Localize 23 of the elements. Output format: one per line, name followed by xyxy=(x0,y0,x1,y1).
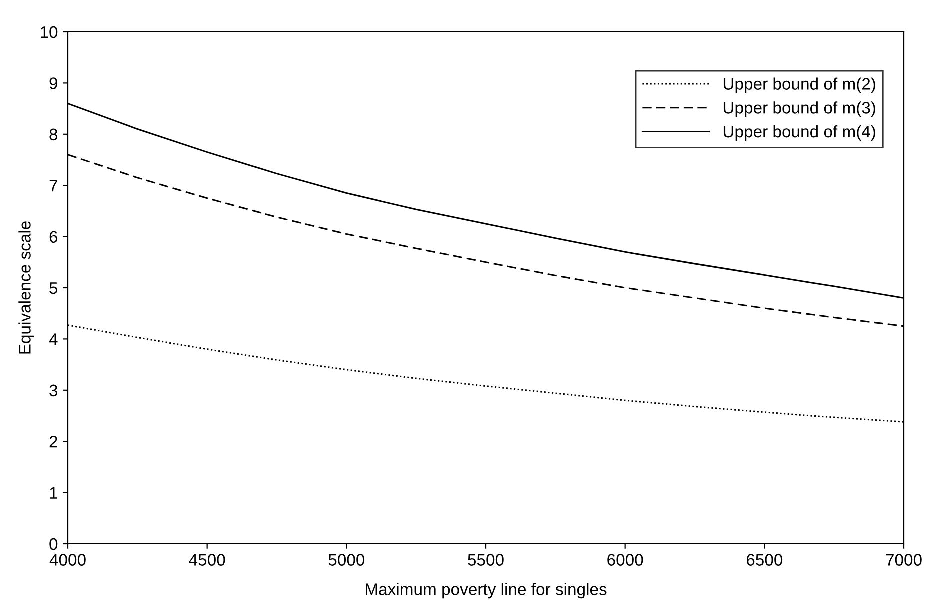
x-tick-label: 4000 xyxy=(50,554,86,566)
y-tick-label: 6 xyxy=(50,231,58,244)
y-tick-label: 1 xyxy=(50,487,58,499)
x-tick-label: 7000 xyxy=(886,554,922,566)
x-axis-title: Maximum poverty line for singles xyxy=(366,583,607,599)
y-tick-label: 9 xyxy=(50,78,58,90)
y-tick-label: 2 xyxy=(50,436,58,448)
y-tick-label: 0 xyxy=(50,538,58,550)
legend-label: Upper bound of m(2) xyxy=(724,78,876,94)
y-axis-title: Equivalence scale xyxy=(18,222,34,354)
legend-label: Upper bound of m(3) xyxy=(724,102,876,118)
x-tick-label: 4500 xyxy=(189,554,226,566)
x-tick-label: 5500 xyxy=(468,554,504,566)
y-tick-label: 5 xyxy=(50,282,58,294)
y-tick-label: 4 xyxy=(49,334,58,346)
x-tick-label: 5000 xyxy=(328,554,365,566)
x-tick-label: 6000 xyxy=(608,554,644,566)
y-tick-label: 8 xyxy=(50,128,58,141)
legend-label: Upper bound of m(4) xyxy=(724,125,876,141)
y-tick-label: 7 xyxy=(50,180,58,192)
y-tick-label: 10 xyxy=(41,26,58,38)
x-tick-label: 6500 xyxy=(746,554,783,566)
y-tick-label: 3 xyxy=(50,384,58,397)
